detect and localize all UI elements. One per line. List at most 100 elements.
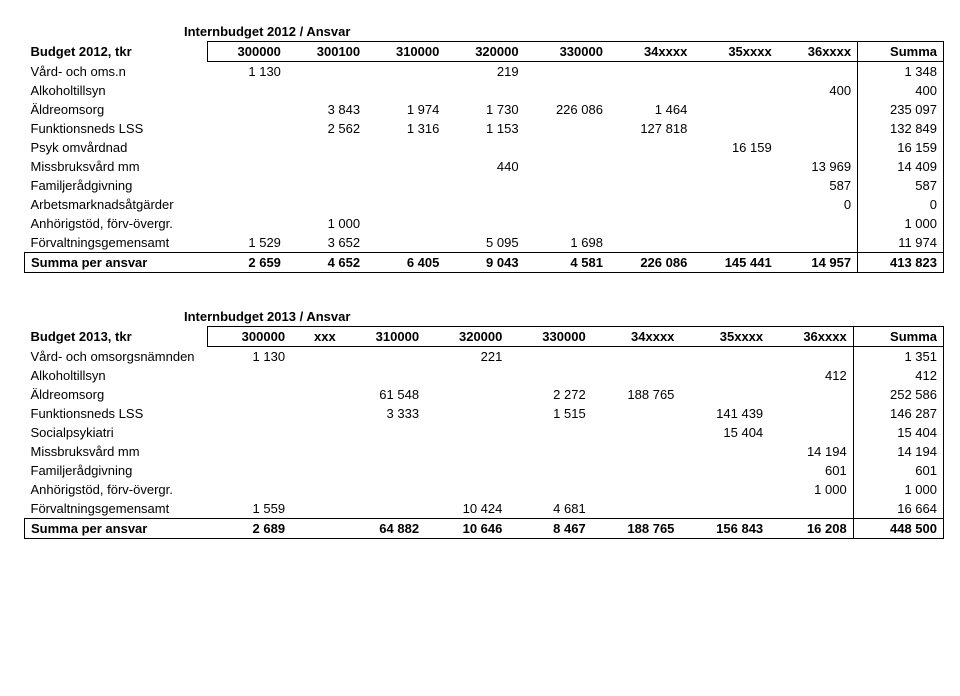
col-h: 310000 xyxy=(342,327,425,347)
cell xyxy=(287,195,366,214)
table-row: Arbetsmarknadsåtgärder00 xyxy=(25,195,944,214)
cell xyxy=(425,480,508,499)
col-h-summa: Summa xyxy=(853,327,943,347)
cell xyxy=(769,404,853,423)
row-label: Familjerådgivning xyxy=(25,461,208,480)
cell xyxy=(207,214,287,233)
cell xyxy=(525,62,609,82)
cell: 132 849 xyxy=(858,119,944,138)
row-label: Förvaltningsgemensamt xyxy=(25,499,208,519)
cell xyxy=(207,100,287,119)
cell xyxy=(445,176,524,195)
cell xyxy=(693,233,777,253)
col-h: 36xxxx xyxy=(769,327,853,347)
table-row: Funktionsneds LSS2 5621 3161 153127 8181… xyxy=(25,119,944,138)
cell xyxy=(693,81,777,100)
cell xyxy=(680,461,769,480)
totals-cell: 16 208 xyxy=(769,519,853,539)
cell xyxy=(425,404,508,423)
totals-cell: 448 500 xyxy=(853,519,943,539)
cell xyxy=(366,157,445,176)
cell: 13 969 xyxy=(778,157,858,176)
col-h: 330000 xyxy=(508,327,591,347)
totals-cell: 4 652 xyxy=(287,253,366,273)
cell xyxy=(366,81,445,100)
cell: 235 097 xyxy=(858,100,944,119)
col-h: 330000 xyxy=(525,42,609,62)
cell: 4 681 xyxy=(508,499,591,519)
cell: 16 159 xyxy=(693,138,777,157)
table-row: Äldreomsorg61 5482 272188 765252 586 xyxy=(25,385,944,404)
budget-2013-table: Budget 2013, tkr 300000 xxx 310000 32000… xyxy=(24,326,944,539)
cell: 601 xyxy=(853,461,943,480)
cell xyxy=(693,195,777,214)
cell: 3 843 xyxy=(287,100,366,119)
cell xyxy=(287,62,366,82)
col-h: 320000 xyxy=(445,42,524,62)
cell: 10 424 xyxy=(425,499,508,519)
row-label: Alkoholtillsyn xyxy=(25,81,208,100)
cell xyxy=(693,119,777,138)
row-label: Äldreomsorg xyxy=(25,100,208,119)
cell xyxy=(680,499,769,519)
cell: 412 xyxy=(853,366,943,385)
cell: 1 559 xyxy=(207,499,291,519)
cell: 11 974 xyxy=(858,233,944,253)
cell xyxy=(778,233,858,253)
cell: 440 xyxy=(445,157,524,176)
row-label: Funktionsneds LSS xyxy=(25,404,208,423)
row-label: Funktionsneds LSS xyxy=(25,119,208,138)
table-row: Alkoholtillsyn400400 xyxy=(25,81,944,100)
cell xyxy=(207,442,291,461)
cell xyxy=(680,480,769,499)
cell: 1 000 xyxy=(769,480,853,499)
cell xyxy=(769,423,853,442)
col-h: 35xxxx xyxy=(693,42,777,62)
col-h: 310000 xyxy=(366,42,445,62)
cell: 400 xyxy=(858,81,944,100)
table-2012-title: Internbudget 2012 / Ansvar xyxy=(24,24,936,39)
cell xyxy=(425,423,508,442)
cell xyxy=(693,100,777,119)
budget-2013-section: Internbudget 2013 / Ansvar Budget 2013, … xyxy=(24,309,936,539)
cell: 141 439 xyxy=(680,404,769,423)
cell xyxy=(207,480,291,499)
cell xyxy=(778,138,858,157)
totals-cell: 145 441 xyxy=(693,253,777,273)
cell xyxy=(445,81,524,100)
col-h: 36xxxx xyxy=(778,42,858,62)
budget-2012-section: Internbudget 2012 / Ansvar Budget 2012, … xyxy=(24,24,936,273)
cell: 16 159 xyxy=(858,138,944,157)
cell xyxy=(366,214,445,233)
totals-cell: 2 659 xyxy=(207,253,287,273)
cell: 14 194 xyxy=(853,442,943,461)
totals-cell: 4 581 xyxy=(525,253,609,273)
cell xyxy=(680,385,769,404)
table-row: Familjerådgivning587587 xyxy=(25,176,944,195)
cell: 0 xyxy=(858,195,944,214)
table-row: Anhörigstöd, förv-övergr.1 0001 000 xyxy=(25,214,944,233)
cell xyxy=(207,81,287,100)
cell: 1 529 xyxy=(207,233,287,253)
cell xyxy=(207,195,287,214)
cell xyxy=(525,157,609,176)
cell: 1 130 xyxy=(207,347,291,367)
cell xyxy=(207,461,291,480)
table-2013-title: Internbudget 2013 / Ansvar xyxy=(24,309,936,324)
cell xyxy=(592,442,681,461)
row-label: Familjerådgivning xyxy=(25,176,208,195)
cell: 16 664 xyxy=(853,499,943,519)
cell xyxy=(291,461,342,480)
totals-row: Summa per ansvar2 6594 6526 4059 0434 58… xyxy=(25,253,944,273)
cell xyxy=(525,195,609,214)
cell xyxy=(291,442,342,461)
cell xyxy=(592,347,681,367)
cell xyxy=(525,81,609,100)
cell xyxy=(207,366,291,385)
table-row: Missbruksvård mm44013 96914 409 xyxy=(25,157,944,176)
cell xyxy=(425,385,508,404)
cell xyxy=(680,442,769,461)
cell xyxy=(342,442,425,461)
cell: 219 xyxy=(445,62,524,82)
cell xyxy=(291,385,342,404)
